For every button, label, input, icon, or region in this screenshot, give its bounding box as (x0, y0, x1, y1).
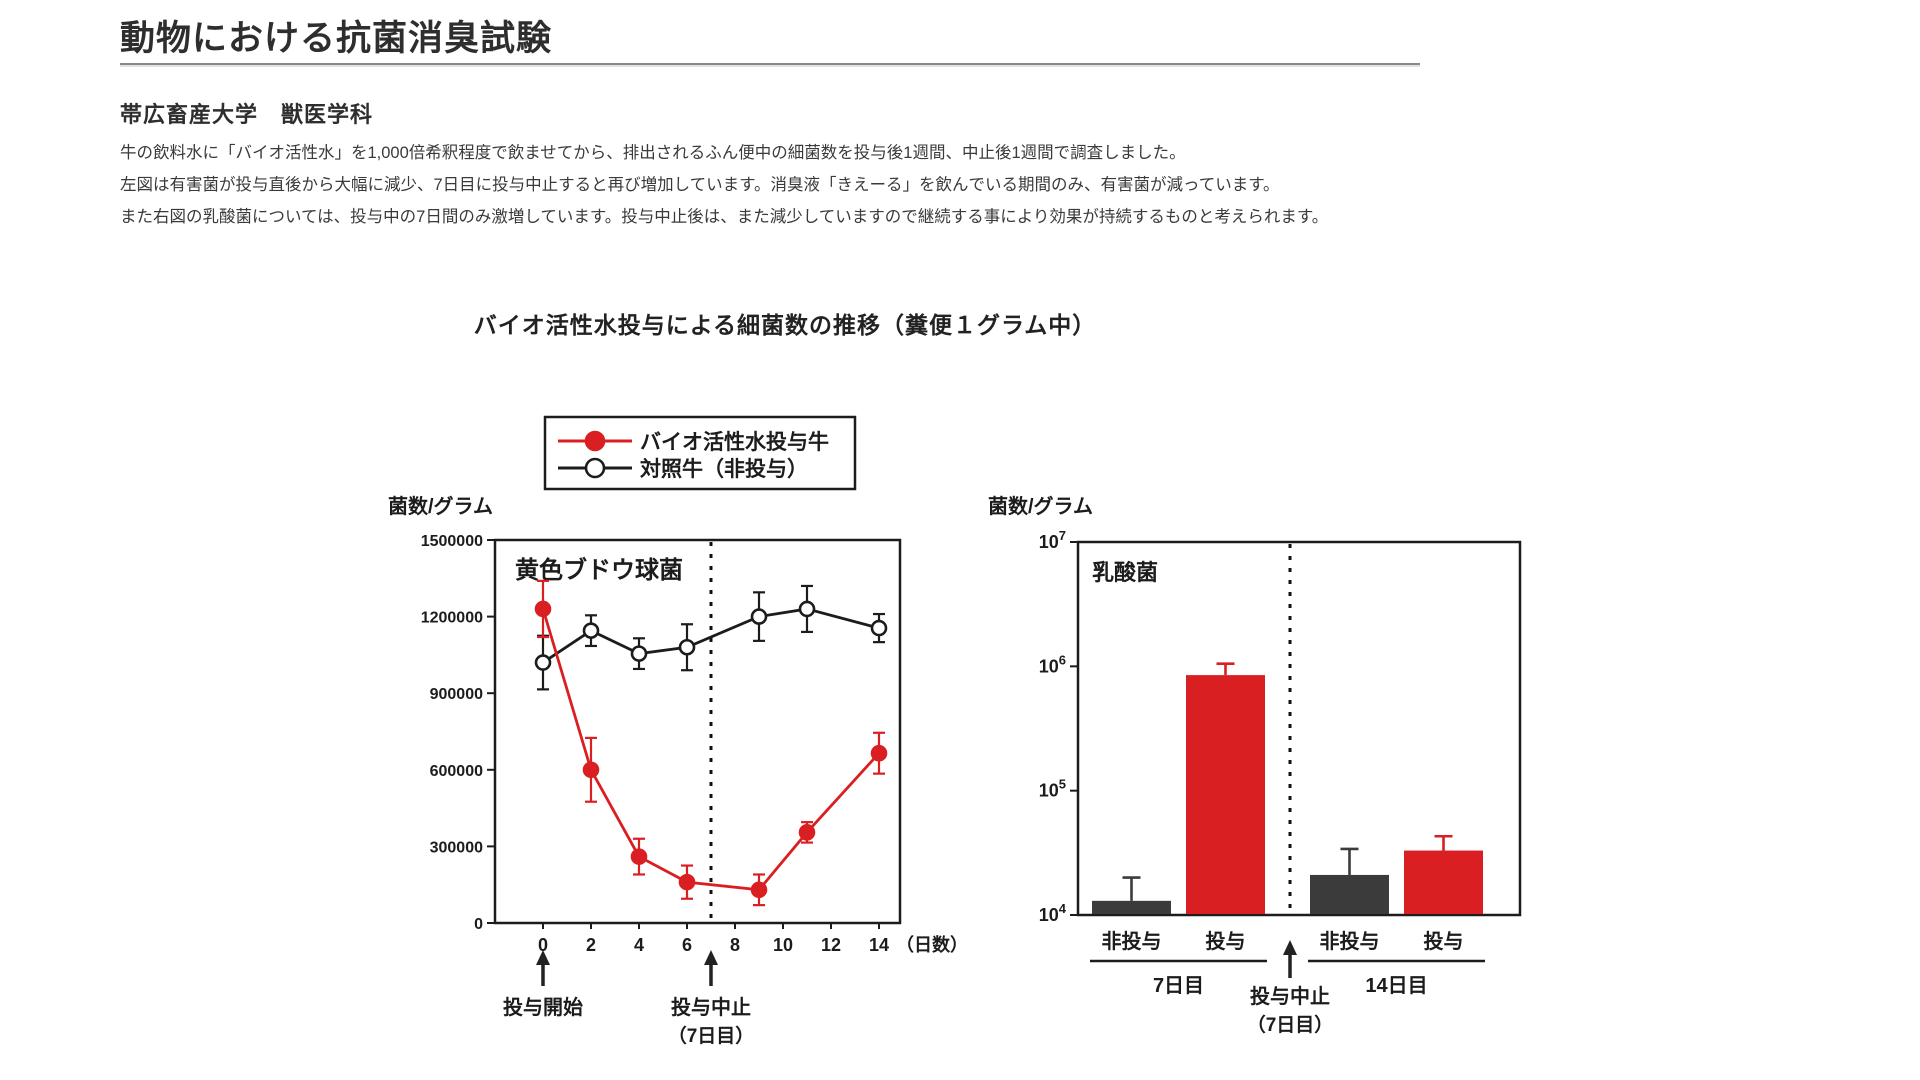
page-title: 動物における抗菌消臭試験 (120, 19, 553, 58)
svg-text:900000: 900000 (430, 686, 483, 703)
data-point (534, 600, 552, 618)
svg-text:投与: 投与 (1424, 929, 1464, 953)
data-point (630, 645, 648, 662)
svg-text:1200000: 1200000 (421, 610, 483, 627)
svg-text:12: 12 (821, 935, 841, 955)
chart-inner-title: 乳酸菌 (1092, 560, 1158, 585)
svg-text:投与開始: 投与開始 (503, 995, 583, 1019)
svg-text:600000: 600000 (430, 763, 483, 780)
svg-text:300000: 300000 (430, 839, 483, 856)
chart-inner-title: 黄色ブドウ球菌 (515, 556, 683, 584)
svg-text:非投与: 非投与 (1320, 929, 1380, 953)
plot-frame (1076, 540, 1522, 917)
svg-text:投与中止: 投与中止 (1250, 984, 1330, 1008)
up-arrow (536, 950, 550, 986)
data-point (798, 600, 816, 618)
data-point (678, 638, 696, 656)
svg-text:（日数）: （日数） (896, 934, 968, 955)
up-arrow (704, 950, 718, 986)
svg-text:107: 107 (1039, 528, 1066, 552)
group-label: 14日目 (1308, 959, 1485, 997)
y-axis-title: 菌数/グラム (388, 494, 493, 518)
figure-title: バイオ活性水投与による細菌数の推移（糞便１グラム中） (473, 312, 1097, 338)
y-axis-ticks: 107 106 105 104 (1039, 528, 1078, 925)
paragraph-line-3: また右図の乳酸菌については、投与中の7日間のみ激増しています。投与中止後は、また… (120, 208, 1329, 226)
svg-text:104: 104 (1039, 901, 1067, 925)
svg-text:0: 0 (474, 916, 483, 933)
svg-text:10: 10 (773, 935, 793, 955)
x-axis-ticks: 0 2 4 6 8 10 12 14 （日数） (538, 923, 968, 955)
svg-text:菌数/グラム: 菌数/グラム (988, 494, 1093, 518)
svg-text:4: 4 (634, 935, 644, 955)
description-paragraphs: 牛の飲料水に「バイオ活性水」を1,000倍希釈程度で飲ませてから、排出されるふん… (120, 137, 1550, 233)
series-treated (534, 579, 888, 907)
title-divider (120, 63, 1420, 67)
svg-text:対照牛（非投与）: 対照牛（非投与） (640, 457, 808, 481)
legend-marker (584, 457, 606, 479)
y-axis-title: 菌数/グラム (988, 494, 1093, 518)
staph-line-chart: 菌数/グラム0300000600000900000120000015000000… (388, 415, 968, 1047)
data-point (750, 608, 768, 625)
svg-text:105: 105 (1039, 777, 1066, 801)
bar-非投与: 非投与 (1092, 876, 1171, 953)
svg-text:黄色ブドウ球菌: 黄色ブドウ球菌 (515, 556, 683, 584)
up-arrow (1283, 940, 1297, 978)
data-point (750, 881, 768, 899)
data-point (678, 873, 696, 891)
bar-投与: 投与 (1404, 834, 1483, 953)
paragraph-line-1: 牛の飲料水に「バイオ活性水」を1,000倍希釈程度で飲ませてから、排出されるふん… (120, 144, 1186, 162)
data-point (582, 622, 600, 639)
y-axis-ticks: 0 300000 600000 900000 1200000 1500000 (421, 533, 495, 933)
svg-text:非投与: 非投与 (1102, 929, 1162, 953)
svg-text:7日目: 7日目 (1153, 975, 1204, 997)
svg-text:（7日目）: （7日目） (668, 1024, 755, 1047)
data-point (534, 654, 552, 671)
svg-text:（7日目）: （7日目） (1247, 1013, 1334, 1036)
institution-subtitle: 帯広畜産大学 獣医学科 (120, 102, 374, 127)
svg-text:14日目: 14日目 (1365, 975, 1427, 997)
svg-text:6: 6 (682, 935, 692, 955)
svg-text:乳酸菌: 乳酸菌 (1092, 560, 1158, 585)
data-point (798, 824, 816, 841)
svg-text:投与: 投与 (1206, 929, 1246, 953)
svg-text:106: 106 (1039, 652, 1066, 676)
bar-非投与: 非投与 (1310, 847, 1389, 953)
axis-annotation: 投与中止 （7日目） (1247, 940, 1334, 1036)
axis-annotation: 投与開始 (503, 950, 583, 1019)
svg-text:1500000: 1500000 (421, 533, 483, 550)
series-control (534, 584, 888, 691)
svg-text:投与中止: 投与中止 (671, 995, 751, 1019)
data-point (870, 619, 888, 637)
data-point (630, 848, 648, 865)
paragraph-line-2: 左図は有害菌が投与直後から大幅に減少、7日目に投与中止すると再び増加しています。… (120, 176, 1280, 194)
group-label: 7日目 (1090, 959, 1267, 997)
data-point (870, 744, 888, 762)
svg-text:2: 2 (586, 935, 596, 955)
bar-投与: 投与 (1186, 662, 1265, 953)
legend-marker (584, 430, 606, 452)
svg-text:バイオ活性水投与牛: バイオ活性水投与牛 (640, 430, 829, 454)
svg-text:菌数/グラム: 菌数/グラム (388, 494, 493, 518)
plot-frame (493, 538, 902, 925)
svg-text:0: 0 (538, 935, 548, 955)
data-point (582, 761, 600, 779)
axis-annotation: 投与中止 （7日目） (668, 950, 755, 1047)
svg-text:14: 14 (869, 935, 889, 955)
svg-text:8: 8 (730, 935, 740, 955)
